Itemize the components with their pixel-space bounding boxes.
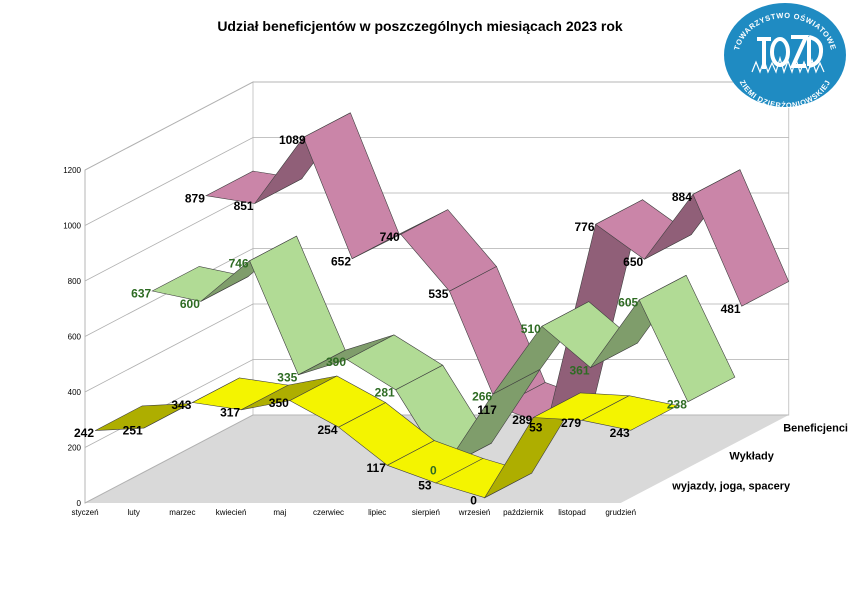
data-label: 254 [317, 423, 337, 437]
gridline [84, 81, 789, 171]
data-label: 53 [418, 479, 432, 493]
x-tick-label: marzec [169, 508, 195, 517]
chart-title: Udział beneficjentów w poszczególnych mi… [217, 18, 623, 34]
data-label: 637 [131, 287, 151, 301]
data-label: 117 [477, 403, 497, 417]
y-tick-label: 600 [68, 333, 82, 342]
data-label: 361 [569, 363, 589, 377]
data-label: 317 [220, 405, 240, 419]
series-ribbons [94, 112, 790, 499]
data-label: 652 [331, 254, 351, 268]
data-label: 117 [367, 461, 387, 475]
series-axis-label: wyjazdy, joga, spacery [671, 480, 791, 492]
data-label: 335 [277, 371, 297, 385]
x-tick-label: wrzesień [458, 508, 491, 517]
data-label: 53 [529, 421, 543, 435]
data-label: 650 [623, 255, 643, 269]
data-label: 776 [574, 220, 594, 234]
series-axis-label: Wykłady [729, 451, 774, 463]
organization-logo: TOWARZYSTWO OŚWIATOWE ZIEMI DZIERŻONIOWS… [724, 3, 846, 110]
data-label: 350 [269, 396, 289, 410]
data-label: 279 [561, 416, 581, 430]
data-label: 510 [521, 322, 541, 336]
y-tick-label: 800 [68, 277, 82, 286]
y-tick-label: 1200 [63, 166, 81, 175]
data-label: 251 [123, 424, 143, 438]
ribbon-segment [638, 274, 736, 403]
x-tick-label: listopad [558, 508, 586, 517]
x-tick-label: lipiec [368, 508, 386, 517]
data-label: 535 [428, 287, 448, 301]
data-label: 1089 [279, 133, 306, 147]
data-labels: 879 851 1089 652 740 535 117 53 776 650 884 481 637 6… [74, 133, 741, 507]
data-label: 242 [74, 426, 94, 440]
x-tick-label: luty [127, 508, 139, 517]
series-axis-label: Beneficjenci w m-cu [783, 422, 848, 434]
series-ribbon [151, 235, 736, 469]
data-label: 390 [326, 355, 346, 369]
x-tick-label: grudzień [605, 508, 636, 517]
data-label: 851 [234, 199, 254, 213]
ribbon-segment [581, 395, 679, 431]
series-axis: wyjazdy, joga, spacery Wykłady Beneficjenc… [671, 422, 848, 492]
data-label: 243 [610, 426, 630, 440]
data-label: 0 [470, 493, 477, 507]
data-label: 884 [672, 190, 692, 204]
logo-monogram-graphic [751, 35, 825, 74]
x-tick-label: czerwiec [313, 508, 344, 517]
ribbon-segment [692, 169, 790, 307]
data-label: 281 [375, 386, 395, 400]
x-tick-label: kwiecień [216, 508, 247, 517]
data-label: 746 [229, 256, 249, 270]
series-ribbon [94, 375, 679, 499]
data-label: 605 [618, 296, 638, 310]
logo-badge [724, 3, 846, 107]
x-tick-label: październik [503, 508, 544, 517]
gridline [84, 137, 789, 226]
data-label: 289 [512, 413, 532, 427]
y-tick-label: 200 [68, 444, 82, 453]
x-axis: styczeń luty marzec kwiecień maj czerwiec lipi… [71, 508, 636, 517]
data-label: 740 [380, 230, 400, 244]
data-label: 0 [430, 463, 437, 477]
x-tick-label: styczeń [71, 508, 98, 517]
data-label: 879 [185, 191, 205, 205]
data-label: 266 [472, 390, 492, 404]
data-label: 238 [667, 397, 687, 411]
data-label: 343 [171, 398, 191, 412]
data-label: 600 [180, 297, 200, 311]
y-tick-label: 0 [77, 499, 82, 508]
x-tick-label: maj [273, 508, 286, 517]
y-tick-label: 400 [68, 388, 82, 397]
data-label: 481 [721, 302, 741, 316]
series-ribbon [205, 112, 790, 426]
y-tick-label: 1000 [63, 222, 81, 231]
x-tick-label: sierpień [412, 508, 440, 517]
